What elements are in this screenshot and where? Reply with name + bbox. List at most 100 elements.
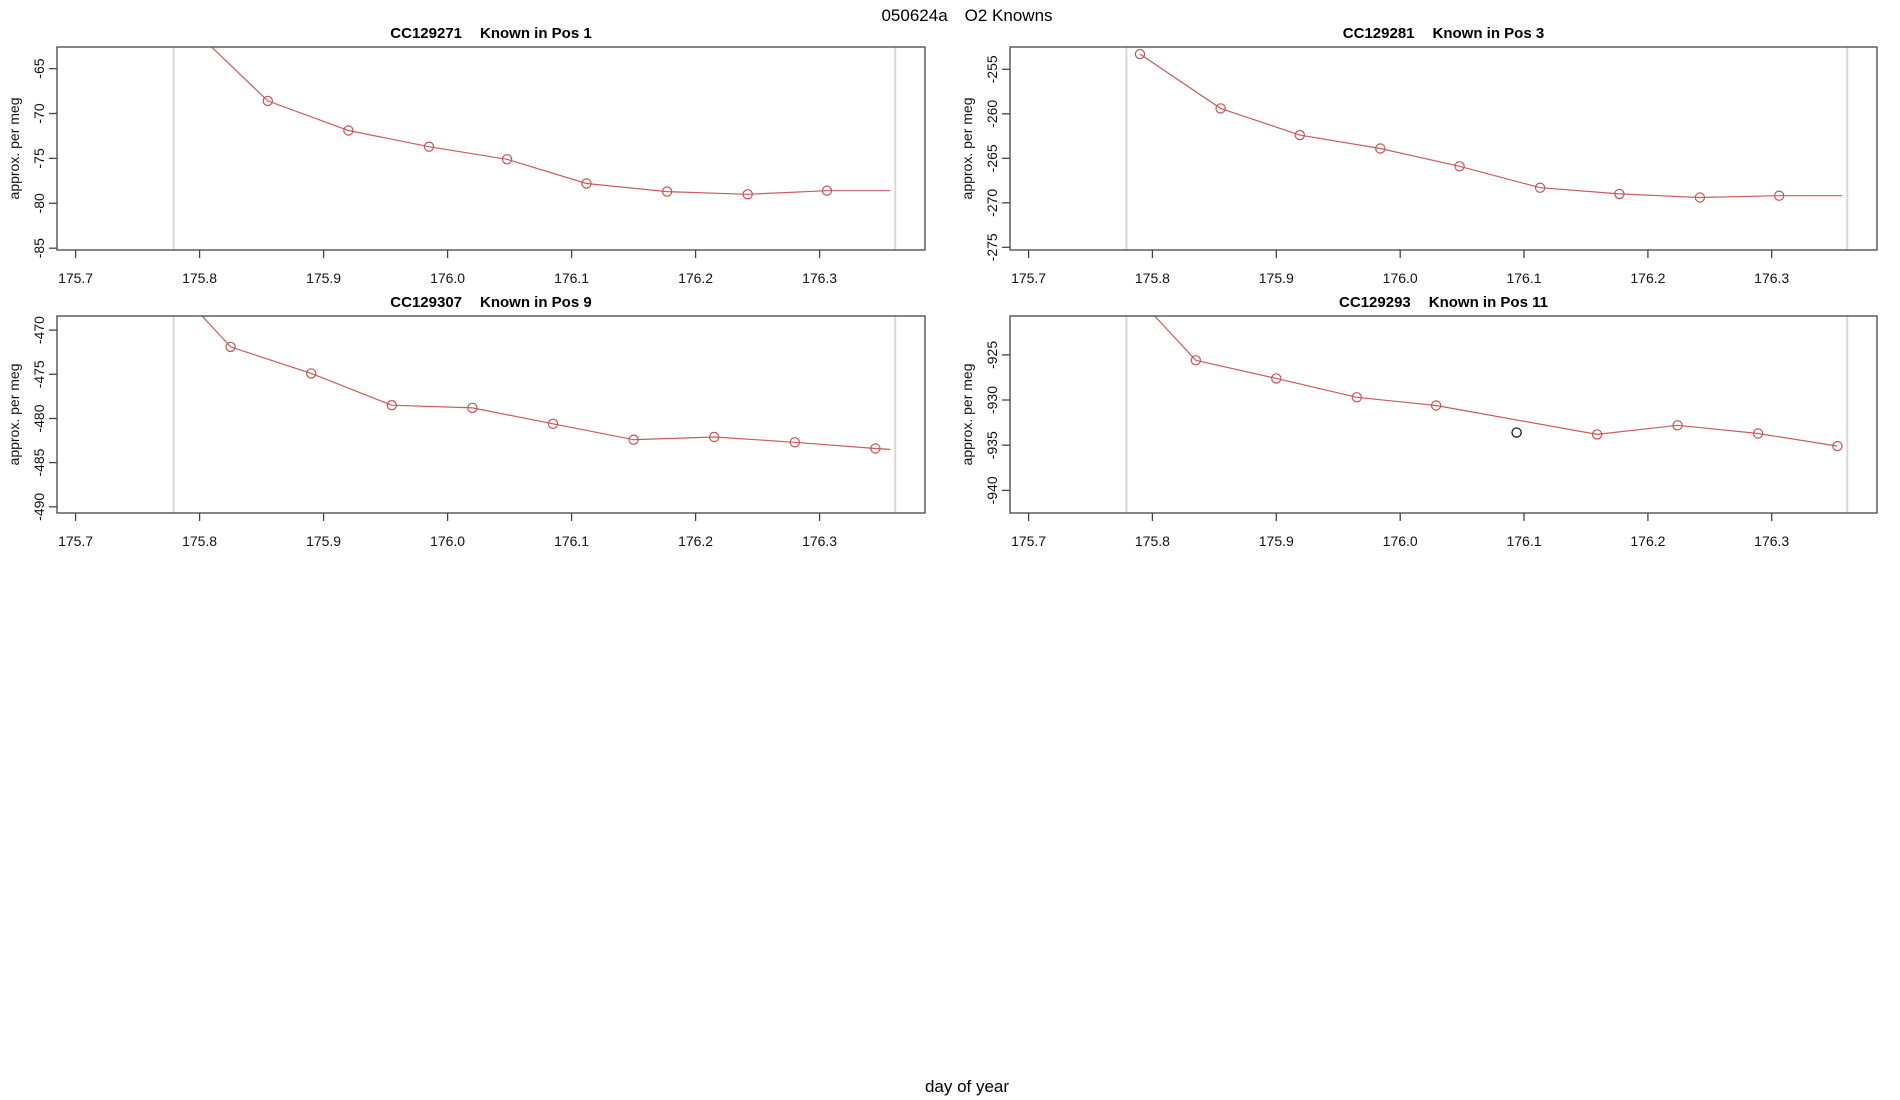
- y-axis-title: approx. per meg: [6, 364, 22, 466]
- data-point: [1351, 392, 1363, 403]
- panel-title: CC129307 Known in Pos 9: [390, 294, 591, 311]
- panel-title-position: Known in Pos 3: [1433, 25, 1545, 42]
- series-line: [1139, 53, 1843, 199]
- data-point: [262, 95, 273, 107]
- x-tick-label: 176.3: [802, 533, 837, 549]
- x-tick-label: 175.8: [1135, 533, 1170, 549]
- y-tick-label: -80: [31, 193, 47, 213]
- series-group: [1134, 48, 1843, 203]
- x-tick-label: 175.9: [1259, 533, 1294, 549]
- y-tick-label: -65: [31, 58, 47, 78]
- chart-panel-CC129281: 175.7 175.8 175.9 176.0 176.1 176.2 176.3 -255 -…: [959, 25, 1878, 286]
- x-tick-label: 175.7: [58, 533, 93, 549]
- chart-panel-CC129271: 175.7 175.8 175.9 176.0 176.1 176.2 176.3 -65 -7…: [6, 25, 926, 286]
- data-point: [1534, 182, 1546, 193]
- y-axis-title: approx. per meg: [6, 98, 22, 200]
- x-tick-label: 176.1: [1506, 533, 1541, 549]
- panel-title-code: CC129307: [390, 294, 462, 311]
- y-tick-label: -935: [984, 431, 1000, 459]
- chart-panel-CC129293: 175.7 175.8 175.9 176.0 176.1 176.2 176.3 -925 -…: [959, 294, 1878, 549]
- data-point: [343, 125, 354, 136]
- y-tick-label: -940: [984, 476, 1000, 504]
- y-tick-label: -475: [31, 360, 47, 388]
- y-tick-label: -75: [31, 148, 47, 168]
- y-tick-label: -270: [984, 189, 1000, 217]
- panel-title: CC129281 Known in Pos 3: [1343, 25, 1544, 42]
- x-tick-label: 176.2: [1630, 270, 1665, 286]
- series-group: [201, 316, 891, 454]
- y-tick-label: -490: [31, 493, 47, 521]
- panel-title-code: CC129281: [1343, 25, 1415, 42]
- y-tick-label: -470: [31, 316, 47, 344]
- data-point: [1454, 161, 1465, 172]
- panel-title-code: CC129271: [390, 25, 462, 42]
- series-group: [210, 47, 891, 200]
- data-point: [423, 141, 435, 152]
- y-tick-label: -85: [31, 238, 47, 258]
- x-tick-label: 175.9: [1259, 270, 1294, 286]
- plot-area: [56, 315, 926, 514]
- shared-x-axis-label: day of year: [925, 1077, 1009, 1096]
- chart-panel-CC129307: 175.7 175.8 175.9 176.0 176.1 176.2 176.3 -470 -…: [6, 294, 926, 549]
- x-tick-label: 175.8: [182, 270, 217, 286]
- data-point: [1294, 129, 1306, 141]
- y-axis-title: approx. per meg: [959, 98, 975, 200]
- data-point: [386, 400, 397, 411]
- panel-title-position: Known in Pos 9: [480, 294, 592, 311]
- data-point: [870, 443, 881, 454]
- y-tick-label: -275: [984, 233, 1000, 261]
- x-tick-label: 176.1: [554, 533, 589, 549]
- y-axis-title: approx. per meg: [959, 364, 975, 466]
- x-tick-label: 176.3: [1754, 270, 1789, 286]
- x-tick-label: 176.1: [554, 270, 589, 286]
- x-tick-label: 175.9: [306, 270, 341, 286]
- y-tick-label: -480: [31, 404, 47, 432]
- y-tick-label: -255: [984, 55, 1000, 83]
- x-tick-label: 176.0: [1383, 533, 1418, 549]
- x-tick-label: 176.2: [678, 533, 713, 549]
- panel-title: CC129271 Known in Pos 1: [390, 25, 591, 42]
- data-point: [1752, 428, 1764, 439]
- y-tick-label: -925: [984, 341, 1000, 369]
- data-point: [1832, 440, 1843, 452]
- x-tick-label: 175.7: [1011, 533, 1046, 549]
- x-tick-label: 176.0: [1383, 270, 1418, 286]
- data-point: [709, 431, 720, 443]
- x-tick-label: 175.7: [1011, 270, 1046, 286]
- x-tick-label: 175.8: [182, 533, 217, 549]
- data-point: [1271, 373, 1282, 384]
- x-tick-label: 176.3: [802, 270, 837, 286]
- charts-root: 175.7 175.8 175.9 176.0 176.1 176.2 176.3 -65 -7…: [6, 25, 1878, 549]
- data-point: [1215, 103, 1226, 114]
- data-point: [821, 185, 833, 196]
- x-tick-label: 175.7: [58, 270, 93, 286]
- panel-title-code: CC129293: [1339, 294, 1411, 311]
- data-point: [1190, 355, 1202, 366]
- data-point: [225, 341, 236, 353]
- data-point: [1614, 188, 1625, 200]
- plot-area: [56, 46, 926, 251]
- series-line: [201, 316, 891, 450]
- x-tick-label: 176.2: [678, 270, 713, 286]
- data-point: [789, 437, 801, 448]
- panel-title-position: Known in Pos 11: [1429, 294, 1548, 311]
- y-tick-label: -930: [984, 386, 1000, 414]
- data-point: [467, 402, 478, 414]
- x-tick-label: 176.0: [430, 270, 465, 286]
- data-point: [1694, 192, 1706, 203]
- data-point: [1672, 420, 1683, 431]
- data-point: [501, 154, 513, 165]
- data-point: [742, 189, 753, 200]
- x-tick-label: 176.0: [430, 533, 465, 549]
- series-group: [1153, 316, 1843, 452]
- y-tick-label: -70: [31, 103, 47, 123]
- plot-area: [1009, 315, 1878, 514]
- x-tick-label: 176.3: [1754, 533, 1789, 549]
- series-line: [210, 47, 891, 195]
- data-point: [306, 368, 317, 379]
- y-tick-label: -265: [984, 144, 1000, 172]
- data-point: [1134, 48, 1146, 60]
- plot-area: [1009, 46, 1878, 251]
